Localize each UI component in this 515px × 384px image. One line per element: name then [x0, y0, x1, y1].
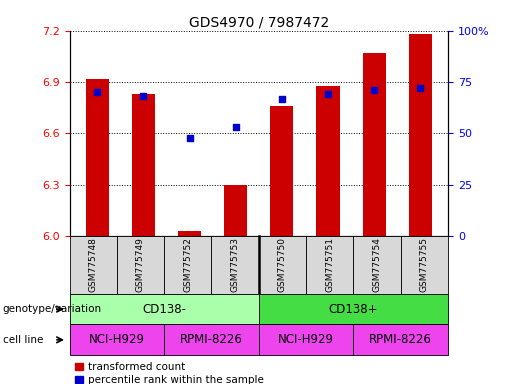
Point: [139, 93, 147, 99]
Text: GSM775750: GSM775750: [278, 237, 287, 293]
Text: CD138+: CD138+: [329, 303, 378, 316]
Text: CD138-: CD138-: [142, 303, 186, 316]
Bar: [212, 236, 259, 294]
Text: GSM775749: GSM775749: [136, 238, 145, 292]
Bar: [353, 236, 401, 294]
Point: [324, 91, 332, 98]
Bar: [363, 53, 386, 236]
Bar: [164, 236, 212, 294]
Bar: [85, 79, 109, 236]
Text: NCI-H929: NCI-H929: [278, 333, 334, 346]
Bar: [317, 86, 339, 236]
Point: [370, 87, 379, 93]
Bar: [70, 236, 117, 294]
Bar: [259, 294, 448, 324]
Text: GSM775752: GSM775752: [183, 238, 192, 292]
Bar: [401, 236, 448, 294]
Bar: [409, 34, 432, 236]
Text: GSM775753: GSM775753: [231, 237, 239, 293]
Text: GSM775754: GSM775754: [372, 238, 382, 292]
Bar: [117, 236, 164, 294]
Text: cell line: cell line: [3, 335, 43, 345]
Bar: [224, 185, 247, 236]
Point: [93, 89, 101, 95]
Text: NCI-H929: NCI-H929: [89, 333, 145, 346]
Text: RPMI-8226: RPMI-8226: [180, 333, 243, 346]
Bar: [353, 324, 448, 355]
Point: [416, 85, 424, 91]
Bar: [270, 106, 294, 236]
Text: genotype/variation: genotype/variation: [3, 304, 101, 314]
Text: RPMI-8226: RPMI-8226: [369, 333, 432, 346]
Bar: [70, 324, 164, 355]
Bar: [178, 231, 201, 236]
Bar: [259, 324, 353, 355]
Text: GSM775751: GSM775751: [325, 237, 334, 293]
Point: [232, 124, 240, 130]
Bar: [306, 236, 353, 294]
Bar: [132, 94, 155, 236]
Bar: [70, 294, 259, 324]
Legend: transformed count, percentile rank within the sample: transformed count, percentile rank withi…: [75, 362, 264, 384]
Point: [278, 96, 286, 102]
Bar: [164, 324, 259, 355]
Point: [185, 134, 194, 141]
Text: GSM775755: GSM775755: [420, 237, 429, 293]
Text: GSM775748: GSM775748: [89, 238, 98, 292]
Bar: [259, 236, 306, 294]
Title: GDS4970 / 7987472: GDS4970 / 7987472: [188, 16, 329, 30]
